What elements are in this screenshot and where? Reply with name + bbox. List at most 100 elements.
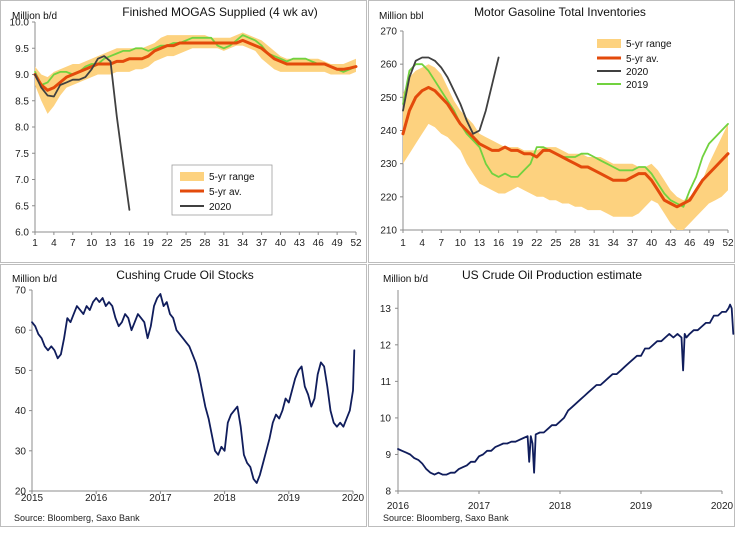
- y-tick-label: 11: [381, 377, 392, 388]
- series-5yr-range-band: [403, 64, 728, 230]
- plot-area: 8 9 10 11 12 13 2016 2017 2018 2019 2020: [380, 290, 735, 512]
- x-tick-label: 37: [256, 238, 268, 249]
- panel-mogas-supplied: Million b/d Finished MOGAS Supplied (4 w…: [0, 0, 367, 263]
- series-5yr-range-band: [35, 32, 356, 114]
- panel-gasoline-inventories: Million bbl Motor Gasoline Total Invento…: [368, 0, 735, 263]
- legend-label-2020: 2020: [626, 67, 649, 78]
- x-tick-label: 34: [237, 238, 249, 249]
- x-tick-label: 2019: [630, 501, 653, 512]
- x-tick-label: 2016: [85, 493, 108, 504]
- y-tick-label: 10.0: [10, 18, 30, 29]
- x-tick-label: 2017: [468, 501, 491, 512]
- y-tick-label: 9: [385, 450, 391, 461]
- panel-cushing-stocks: Million b/d Cushing Crude Oil Stocks 20 3…: [0, 264, 367, 527]
- x-tick-label: 2019: [278, 493, 301, 504]
- x-tick-label: 25: [180, 238, 192, 249]
- series-2020-line: [402, 56, 500, 135]
- x-tick-label: 16: [493, 238, 505, 249]
- source-note: Source: Bloomberg, Saxo Bank: [383, 513, 509, 523]
- y-tick-label: 270: [380, 27, 397, 38]
- x-tick-label: 52: [722, 238, 734, 249]
- chart-title: US Crude Oil Production estimate: [462, 268, 642, 282]
- y-tick-label: 50: [15, 366, 27, 377]
- legend-label-2019: 2019: [626, 80, 649, 91]
- y-tick-label: 9.0: [15, 70, 29, 81]
- legend-label-avg: 5-yr av.: [626, 54, 659, 65]
- y-tick-label: 8.0: [15, 123, 29, 134]
- x-tick-label: 43: [294, 238, 306, 249]
- series-5yr-avg-line: [401, 85, 730, 209]
- legend-label-avg: 5-yr av.: [209, 187, 242, 198]
- y-tick-label: 12: [380, 340, 392, 351]
- y-axis-unit-label: Million b/d: [12, 274, 57, 285]
- legend-label-range: 5-yr range: [626, 39, 672, 50]
- x-tick-label: 2020: [342, 493, 365, 504]
- x-tick-label: 1: [400, 238, 406, 249]
- y-tick-label: 9.5: [15, 44, 29, 55]
- legend: 5-yr range 5-yr av. 2020 2019: [597, 39, 672, 91]
- y-tick-label: 220: [380, 192, 397, 203]
- x-tick-label: 34: [608, 238, 620, 249]
- y-tick-label: 250: [380, 93, 397, 104]
- series-2019-line: [34, 34, 357, 86]
- y-tick-label: 10: [380, 413, 392, 424]
- y-tick-label: 70: [15, 286, 27, 297]
- plot-area: 6.0 6.5 7.0 7.5 8.0 8.5 9.0 9.5 10.0 1 4 7 10 13 16 19 2…: [10, 18, 362, 250]
- x-tick-label: 19: [143, 238, 155, 249]
- y-tick-label: 8.5: [15, 96, 29, 107]
- legend-label-2020: 2020: [209, 202, 232, 213]
- x-tick-label: 2015: [21, 493, 44, 504]
- y-tick-label: 240: [380, 126, 397, 137]
- chart-title: Motor Gasoline Total Inventories: [474, 5, 646, 19]
- x-tick-label: 4: [419, 238, 425, 249]
- y-tick-label: 6.5: [15, 201, 29, 212]
- panel-border: [368, 264, 735, 527]
- x-tick-label: 19: [512, 238, 524, 249]
- y-tick-label: 30: [15, 446, 27, 457]
- x-tick-label: 49: [332, 238, 344, 249]
- series-2020-line: [34, 55, 131, 211]
- x-tick-label: 2017: [149, 493, 172, 504]
- x-tick-label: 40: [275, 238, 287, 249]
- x-tick-label: 43: [665, 238, 677, 249]
- x-tick-label: 7: [438, 238, 444, 249]
- x-tick-label: 22: [162, 238, 174, 249]
- x-tick-label: 2016: [387, 501, 410, 512]
- x-tick-label: 2020: [711, 501, 734, 512]
- x-tick-label: 13: [474, 238, 486, 249]
- y-tick-label: 7.0: [15, 175, 29, 186]
- x-tick-label: 31: [589, 238, 601, 249]
- x-tick-label: 31: [218, 238, 230, 249]
- legend-swatch-range: [597, 39, 621, 48]
- y-tick-label: 40: [15, 406, 27, 417]
- x-tick-label: 46: [313, 238, 325, 249]
- plot-area: 210 220 230 240 250 260 270 1 4 7 10 13 16 19 22 25 28 31…: [380, 27, 734, 250]
- y-tick-label: 7.5: [15, 149, 29, 160]
- plot-area: 20 30 40 50 60 70 2015 2016 2017 2018 2019 2020: [15, 286, 365, 505]
- y-axis-unit-label: Million b/d: [383, 274, 428, 285]
- chart-title: Cushing Crude Oil Stocks: [116, 268, 253, 282]
- source-note: Source: Bloomberg, Saxo Bank: [14, 513, 140, 523]
- x-tick-label: 13: [105, 238, 117, 249]
- x-tick-label: 37: [627, 238, 639, 249]
- y-axis-unit-label: Million bbl: [379, 11, 423, 22]
- y-tick-label: 60: [15, 326, 27, 337]
- x-tick-label: 22: [531, 238, 543, 249]
- x-tick-label: 46: [684, 238, 696, 249]
- x-tick-label: 52: [350, 238, 362, 249]
- x-tick-label: 10: [86, 238, 98, 249]
- panel-us-production: Million b/d US Crude Oil Production esti…: [368, 264, 735, 527]
- panel-border: [0, 264, 367, 527]
- legend-swatch-range: [180, 172, 204, 181]
- x-tick-label: 7: [70, 238, 76, 249]
- x-tick-label: 28: [569, 238, 581, 249]
- series-line: [31, 293, 356, 484]
- y-tick-label: 13: [380, 304, 392, 315]
- x-tick-label: 2018: [549, 501, 572, 512]
- legend-label-range: 5-yr range: [209, 172, 255, 183]
- y-tick-label: 230: [380, 159, 397, 170]
- x-tick-label: 40: [646, 238, 658, 249]
- y-tick-label: 8: [385, 487, 391, 498]
- y-tick-label: 210: [380, 226, 397, 237]
